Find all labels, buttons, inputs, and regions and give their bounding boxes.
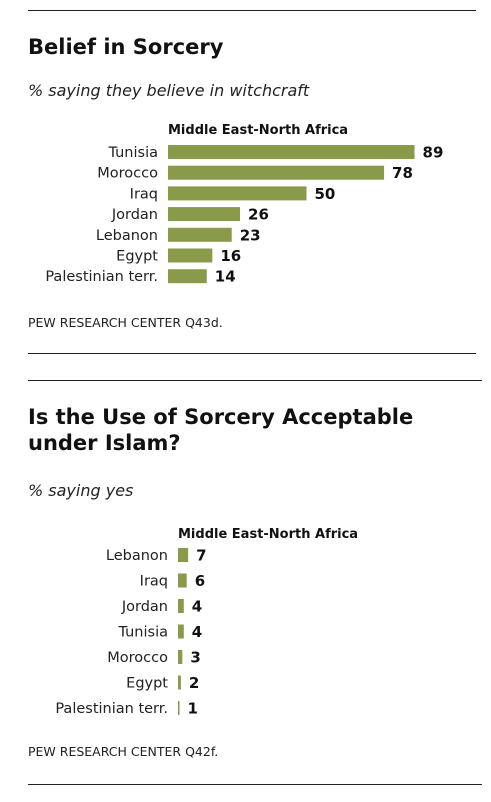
chart-2-source: PEW RESEARCH CENTER Q42f.: [28, 744, 219, 759]
bar: [168, 145, 415, 159]
data-label: 78: [392, 164, 413, 182]
category-label: Jordan: [121, 599, 168, 615]
data-label: 89: [423, 144, 444, 162]
category-label: Egypt: [116, 249, 158, 265]
bottom-rule-chart-2: [28, 784, 482, 785]
category-label: Tunisia: [107, 145, 158, 161]
category-label: Tunisia: [117, 625, 168, 641]
bottom-rule-chart-1: [28, 353, 476, 354]
chart-1-plot: Tunisia 89 Morocco 78 Iraq 50 Jordan 26 Lebanon 2…: [0, 140, 491, 292]
category-label: Morocco: [97, 166, 158, 182]
chart-2-svg: Lebanon 7 Iraq 6 Jordan 4 Tunisia 4 Morocco 3 Egyp…: [55, 547, 206, 718]
bar: [168, 186, 307, 201]
data-label: 1: [188, 700, 198, 718]
bar: [168, 165, 385, 180]
chart-1-svg: Tunisia 89 Morocco 78 Iraq 50 Jordan 26 Lebanon 2…: [45, 144, 444, 286]
data-label: 7: [196, 547, 206, 565]
category-label: Egypt: [126, 676, 168, 692]
category-label: Morocco: [107, 650, 168, 666]
data-label: 4: [192, 623, 202, 641]
category-label: Lebanon: [106, 548, 168, 564]
data-label: 2: [189, 674, 199, 692]
bar: [168, 207, 241, 222]
bar: [178, 624, 184, 639]
bar: [178, 701, 180, 715]
chart-1-source: PEW RESEARCH CENTER Q43d.: [28, 315, 223, 330]
chart-2-subtitle: % saying yes: [28, 481, 134, 500]
data-label: 26: [248, 206, 269, 224]
bar: [168, 227, 232, 242]
data-label: 16: [220, 247, 241, 265]
data-label: 3: [190, 649, 200, 667]
data-label: 6: [195, 572, 205, 590]
chart-1-subtitle: % saying they believe in witchcraft: [28, 81, 310, 100]
chart-2-title: Is the Use of Sorcery Acceptable under I…: [28, 405, 414, 455]
bar: [178, 599, 184, 613]
bar: [168, 248, 213, 263]
bar: [178, 675, 181, 690]
data-label: 23: [240, 226, 261, 244]
chart-2-plot: Lebanon 7 Iraq 6 Jordan 4 Tunisia 4 Morocco 3 Egyp…: [0, 542, 491, 724]
category-label: Iraq: [140, 574, 168, 590]
category-label: Palestinian terr.: [55, 701, 168, 717]
top-rule-chart-1: [28, 10, 476, 11]
category-label: Jordan: [111, 207, 158, 223]
bar: [168, 269, 207, 284]
category-label: Palestinian terr.: [45, 269, 158, 285]
top-rule-chart-2: [28, 380, 482, 381]
bar: [178, 548, 189, 562]
data-label: 50: [315, 185, 336, 203]
chart-1-group-label: Middle East-North Africa: [168, 123, 349, 138]
category-label: Iraq: [130, 186, 158, 202]
chart-2-group-label: Middle East-North Africa: [178, 527, 359, 542]
data-label: 4: [192, 598, 202, 616]
chart-1-title: Belief in Sorcery: [28, 35, 224, 59]
category-label: Lebanon: [96, 228, 158, 244]
bar: [178, 650, 183, 664]
data-label: 14: [215, 268, 236, 286]
bar: [178, 573, 187, 588]
